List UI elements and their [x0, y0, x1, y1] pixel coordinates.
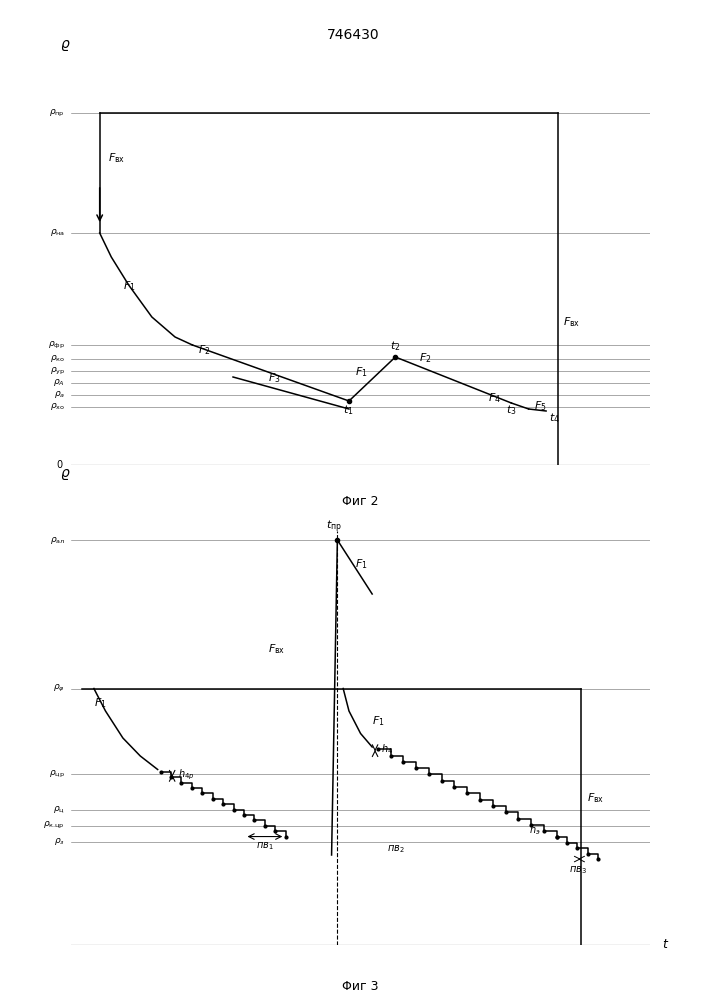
Text: $F_1$: $F_1$ — [355, 557, 368, 571]
Text: $F_{\text{вх}}$: $F_{\text{вх}}$ — [108, 151, 126, 165]
Text: $\rho_\varphi$: $\rho_\varphi$ — [53, 683, 65, 694]
Text: $t_1$: $t_1$ — [343, 403, 354, 417]
Text: Φиг 2: Φиг 2 — [342, 495, 379, 508]
Text: 0: 0 — [56, 460, 62, 470]
Text: $t_3$: $t_3$ — [506, 403, 516, 417]
Text: $F_1$: $F_1$ — [355, 365, 368, 379]
Text: $\rho_{\text{на}}$: $\rho_{\text{на}}$ — [49, 228, 65, 238]
Text: $\rho_A$: $\rho_A$ — [53, 377, 65, 388]
Text: $F_5$: $F_5$ — [534, 399, 547, 413]
Text: $\rho_{\text{к.цр}}$: $\rho_{\text{к.цр}}$ — [43, 820, 65, 831]
Text: $F_2$: $F_2$ — [198, 343, 211, 357]
Text: $h_э$: $h_э$ — [529, 823, 540, 837]
Text: $F_{\text{вх}}$: $F_{\text{вх}}$ — [268, 643, 285, 656]
Text: $F_4$: $F_4$ — [488, 391, 501, 405]
Text: $\rho_{\text{хо}}$: $\rho_{\text{хо}}$ — [50, 401, 65, 412]
Text: $h_{4р}$: $h_{4р}$ — [178, 767, 194, 782]
Text: $F_1$: $F_1$ — [372, 714, 385, 728]
Text: $t_2$: $t_2$ — [390, 339, 400, 353]
Text: $\rho_з$: $\rho_з$ — [54, 836, 65, 847]
Text: $t_{\text{пр}}$: $t_{\text{пр}}$ — [326, 518, 341, 535]
Text: Φиг 3: Φиг 3 — [342, 980, 379, 993]
Text: $F_{\text{вх}}$: $F_{\text{вх}}$ — [563, 315, 580, 329]
Text: $t$: $t$ — [662, 938, 670, 952]
Text: $F_3$: $F_3$ — [268, 371, 281, 385]
Text: 746430: 746430 — [327, 28, 380, 42]
Text: $\rho_{\text{ур}}$: $\rho_{\text{ур}}$ — [49, 365, 65, 377]
Text: $\rho_{\text{цр}}$: $\rho_{\text{цр}}$ — [49, 768, 65, 780]
Text: $F_1$: $F_1$ — [94, 696, 107, 710]
Text: $\rho_{\text{ал}}$: $\rho_{\text{ал}}$ — [49, 534, 65, 546]
Text: $\rho_{\text{ц}}$: $\rho_{\text{ц}}$ — [53, 805, 65, 815]
Text: $F_2$: $F_2$ — [419, 351, 431, 365]
Text: $F_{\text{вх}}$: $F_{\text{вх}}$ — [587, 791, 604, 805]
Text: $\rho_a$: $\rho_a$ — [54, 389, 65, 400]
Text: $\rho_{\text{ко}}$: $\rho_{\text{ко}}$ — [49, 354, 65, 364]
Text: $пв_2$: $пв_2$ — [387, 843, 404, 855]
Text: $\varrho$: $\varrho$ — [59, 466, 70, 482]
Text: $h_4$: $h_4$ — [381, 742, 393, 756]
Text: $F_1$: $F_1$ — [123, 279, 136, 293]
Text: $\rho_{\text{пр}}$: $\rho_{\text{пр}}$ — [49, 107, 65, 119]
Text: $\varrho$: $\varrho$ — [59, 38, 70, 53]
Text: $пв_3$: $пв_3$ — [569, 865, 587, 876]
Text: $\rho_{\text{фр}}$: $\rho_{\text{фр}}$ — [48, 339, 65, 351]
Text: $пв_1$: $пв_1$ — [256, 840, 274, 852]
Text: $t_4$: $t_4$ — [549, 411, 560, 425]
